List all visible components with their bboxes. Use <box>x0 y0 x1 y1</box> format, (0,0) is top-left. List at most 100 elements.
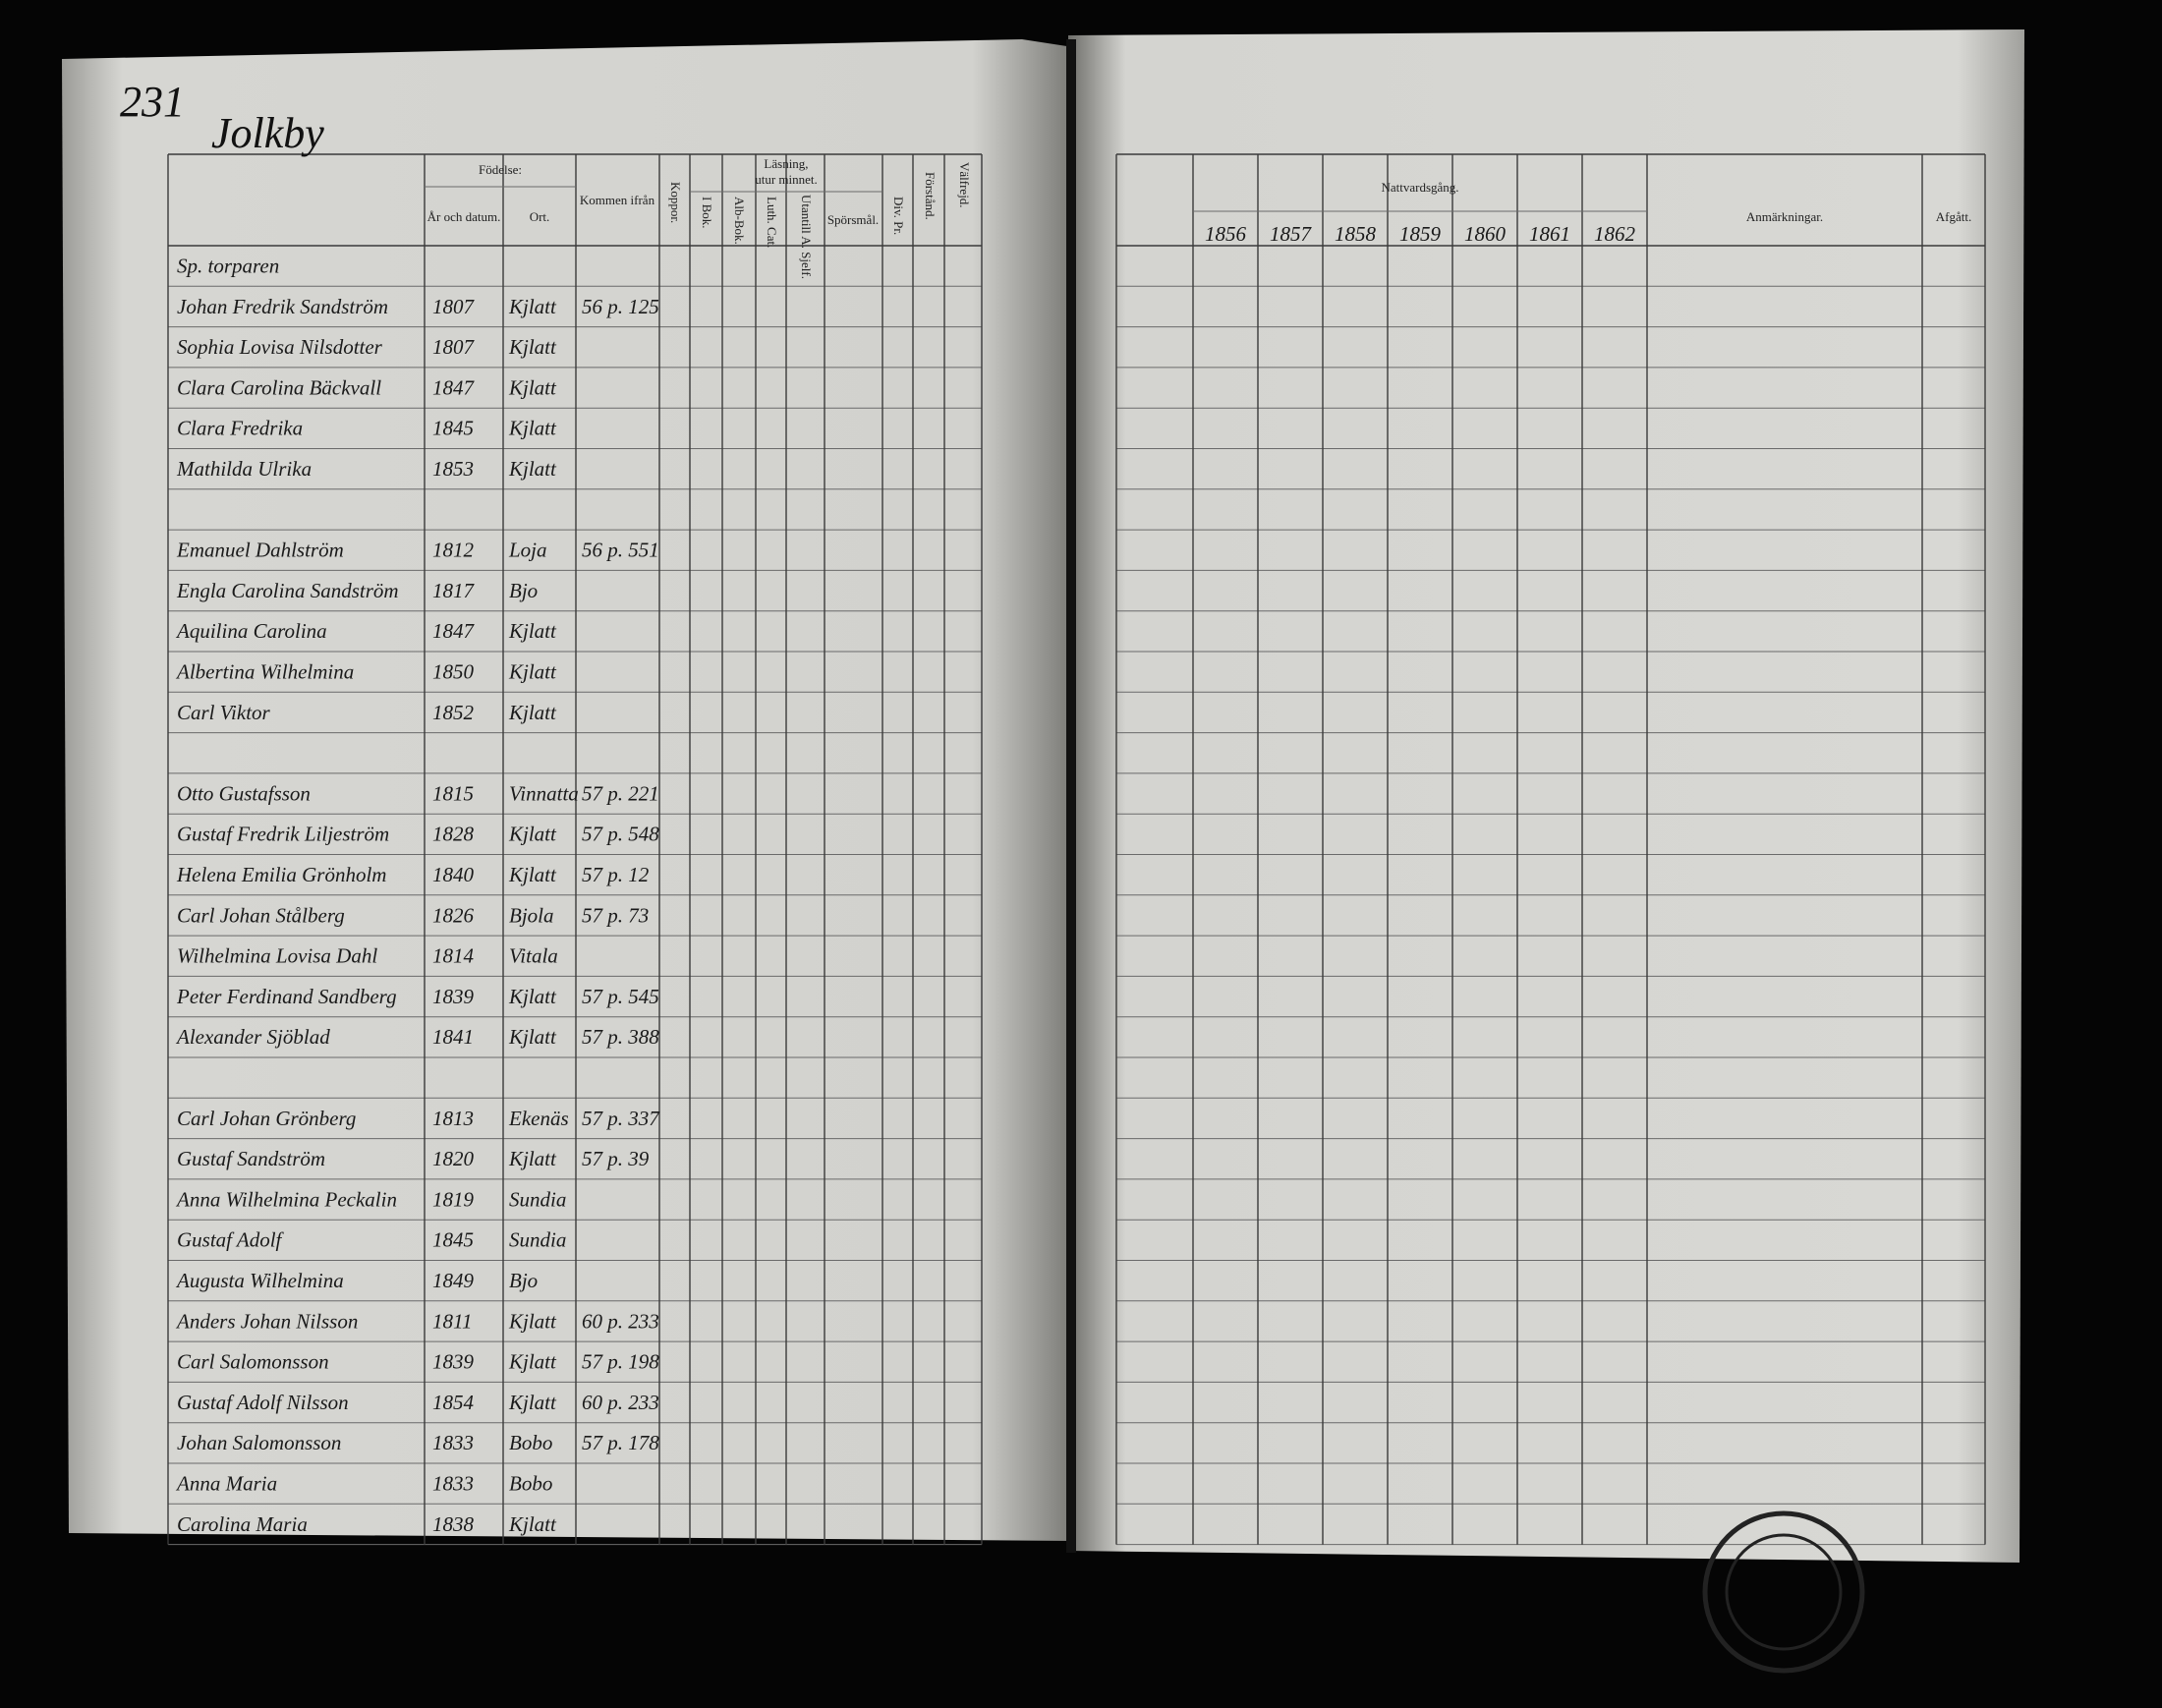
birth-year: 1833 <box>432 1431 474 1454</box>
came-from: 57 p. 73 <box>582 903 649 927</box>
birth-place: Kjlatt <box>508 1512 557 1536</box>
header-label: Spörsmål. <box>827 212 879 227</box>
right-page <box>1068 29 2024 1563</box>
table-layer: Födelse: År och datum. Ort. Kommen ifrån Läs… <box>167 153 1986 1546</box>
header-label: 1858 <box>1335 222 1377 246</box>
birth-place: Kjlatt <box>508 1309 557 1333</box>
header-label: Kommen ifrån <box>580 193 655 207</box>
person-name: Carl Johan Grönberg <box>177 1107 356 1130</box>
header-label: 1862 <box>1594 222 1636 246</box>
header-label: Koppor. <box>668 182 683 223</box>
birth-year: 1852 <box>432 701 475 724</box>
birth-place: Sundia <box>509 1187 566 1211</box>
birth-year: 1839 <box>432 985 475 1008</box>
header-label: Anmärkningar. <box>1746 209 1823 224</box>
page-number: 231 <box>120 78 185 126</box>
birth-year: 1807 <box>432 335 476 359</box>
person-name: Anders Johan Nilsson <box>175 1309 358 1333</box>
header-label: utur minnet. <box>755 172 818 187</box>
birth-year: 1807 <box>432 295 476 318</box>
person-name: Gustaf Adolf <box>177 1228 285 1252</box>
birth-year: 1814 <box>432 944 475 968</box>
birth-place: Bobo <box>509 1431 552 1454</box>
birth-year: 1819 <box>432 1187 475 1211</box>
came-from: 60 p. 233 <box>582 1391 659 1414</box>
person-name: Emanuel Dahlström <box>176 539 344 562</box>
header-label: Div. Pr. <box>891 197 906 235</box>
header-label: 1856 <box>1205 222 1247 246</box>
left-page <box>62 39 1073 1541</box>
person-name: Gustaf Sandström <box>177 1147 325 1170</box>
birth-place: Kjlatt <box>508 457 557 481</box>
header-label: Ort. <box>530 209 550 224</box>
person-name: Engla Carolina Sandström <box>176 579 399 602</box>
birth-year: 1850 <box>432 659 475 683</box>
birth-year: 1828 <box>432 823 475 846</box>
birth-year: 1853 <box>432 457 474 481</box>
birth-place: Kjlatt <box>508 335 557 359</box>
birth-place: Sundia <box>509 1228 566 1252</box>
came-from: 57 p. 545 <box>582 985 659 1008</box>
parish-title: Jolkby <box>211 109 324 157</box>
header-label: Afgått. <box>1936 209 1971 224</box>
archive-stamp <box>1702 1510 1865 1674</box>
birth-year: 1847 <box>432 375 476 399</box>
header-label: Luth. Cat. <box>765 197 779 248</box>
came-from: 56 p. 125 <box>582 295 659 318</box>
came-from: 57 p. 548 <box>582 823 659 846</box>
birth-year: 1815 <box>432 781 474 805</box>
came-from: 57 p. 12 <box>582 863 650 886</box>
birth-year: 1841 <box>432 1025 474 1049</box>
person-name: Carl Viktor <box>177 701 271 724</box>
birth-year: 1847 <box>432 619 476 643</box>
came-from: 57 p. 39 <box>582 1147 650 1170</box>
person-name: Carl Johan Stålberg <box>177 903 345 927</box>
birth-place: Kjlatt <box>508 1391 557 1414</box>
birth-place: Kjlatt <box>508 295 557 318</box>
came-from: 60 p. 233 <box>582 1309 659 1333</box>
birth-place: Kjlatt <box>508 1350 557 1374</box>
person-name: Helena Emilia Grönholm <box>176 863 386 886</box>
birth-place: Vitala <box>509 944 558 968</box>
header-label: Alb-Bok. <box>732 197 747 245</box>
birth-place: Bjo <box>509 1269 538 1292</box>
header-label: 1857 <box>1270 222 1313 246</box>
came-from: 57 p. 221 <box>582 781 659 805</box>
person-name: Johan Fredrik Sandström <box>177 295 388 318</box>
person-name: Sophia Lovisa Nilsdotter <box>177 335 383 359</box>
birth-year: 1820 <box>432 1147 475 1170</box>
birth-year: 1854 <box>432 1391 475 1414</box>
header-label: Förstånd. <box>923 172 938 220</box>
header-label: 1860 <box>1464 222 1507 246</box>
person-name: Wilhelmina Lovisa Dahl <box>177 944 377 968</box>
person-name: Anna Wilhelmina Peckalin <box>175 1187 397 1211</box>
person-name: Carolina Maria <box>177 1512 308 1536</box>
birth-year: 1826 <box>432 903 475 927</box>
birth-year: 1840 <box>432 863 475 886</box>
birth-year: 1845 <box>432 1228 474 1252</box>
person-name: Otto Gustafsson <box>177 781 311 805</box>
birth-place: Bjola <box>509 903 554 927</box>
header-label: Utantill A. Sjelf. <box>799 195 814 279</box>
birth-year: 1839 <box>432 1350 475 1374</box>
person-name: Alexander Sjöblad <box>175 1025 330 1049</box>
birth-place: Kjlatt <box>508 863 557 886</box>
person-name: Albertina Wilhelmina <box>175 659 354 683</box>
birth-place: Kjlatt <box>508 619 557 643</box>
birth-place: Kjlatt <box>508 1025 557 1049</box>
birth-year: 1813 <box>432 1107 474 1130</box>
person-name: Peter Ferdinand Sandberg <box>176 985 397 1008</box>
birth-place: Bjo <box>509 579 538 602</box>
birth-place: Ekenäs <box>508 1107 569 1130</box>
birth-place: Bobo <box>509 1471 552 1495</box>
birth-place: Kjlatt <box>508 417 557 440</box>
person-name: Gustaf Adolf Nilsson <box>177 1391 349 1414</box>
header-label: I Bok. <box>700 197 714 229</box>
person-name: Clara Carolina Bäckvall <box>177 375 381 399</box>
birth-place: Kjlatt <box>508 985 557 1008</box>
birth-year: 1849 <box>432 1269 475 1292</box>
header-label: Födelse: <box>479 162 522 177</box>
